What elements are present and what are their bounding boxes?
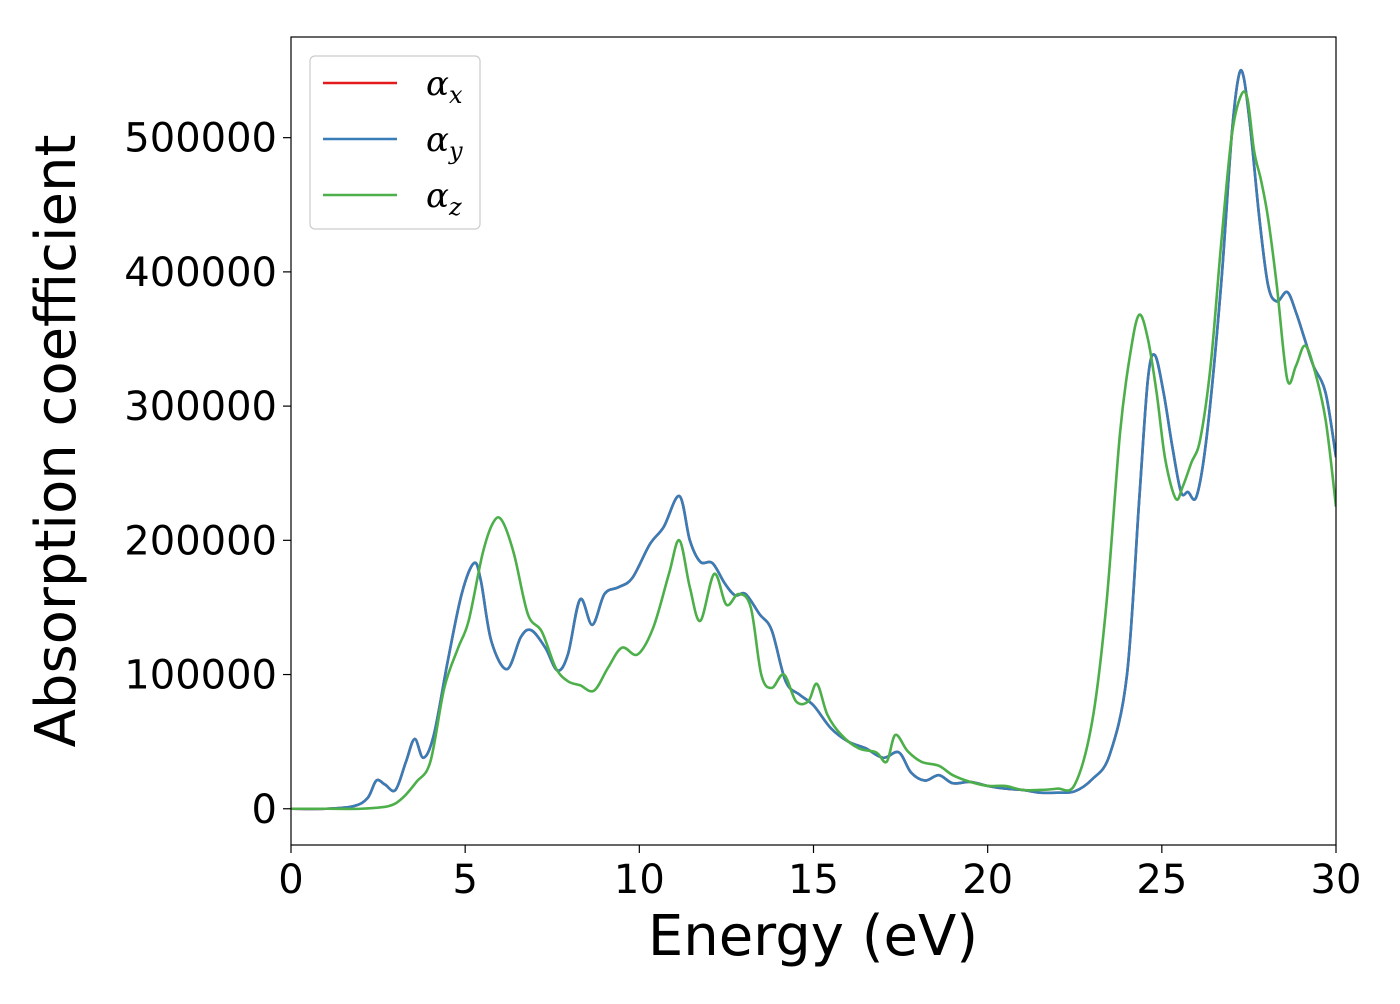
legend: αx αy αz (309, 55, 481, 230)
x-tick-label: 10 (614, 857, 665, 903)
y-axis: 0 100000 200000 300000 400000 500000 (124, 116, 291, 833)
y-tick-label: 200000 (124, 518, 277, 564)
legend-label-z: αz (426, 176, 462, 221)
x-tick-label: 15 (788, 857, 839, 903)
x-axis-title: Energy (eV) (648, 904, 978, 969)
x-tick-label: 20 (962, 857, 1013, 903)
y-tick-label: 400000 (124, 250, 277, 296)
x-tick-label: 30 (1311, 857, 1362, 903)
y-tick-label: 300000 (124, 384, 277, 430)
x-tick-label: 5 (452, 857, 477, 903)
y-tick-label: 100000 (124, 653, 277, 699)
y-tick-label: 0 (252, 787, 277, 833)
x-tick-label: 25 (1136, 857, 1187, 903)
y-axis-title: Absorption coefficient (24, 135, 89, 748)
legend-box (309, 55, 481, 230)
plot-area (291, 68, 1336, 811)
y-tick-label: 500000 (124, 116, 277, 162)
series-line-z (291, 90, 1336, 811)
legend-label-x: αx (426, 64, 463, 109)
x-tick-label: 0 (278, 857, 303, 903)
legend-label-y: αy (426, 120, 463, 165)
x-axis: 0 5 10 15 20 25 30 (278, 845, 1361, 903)
